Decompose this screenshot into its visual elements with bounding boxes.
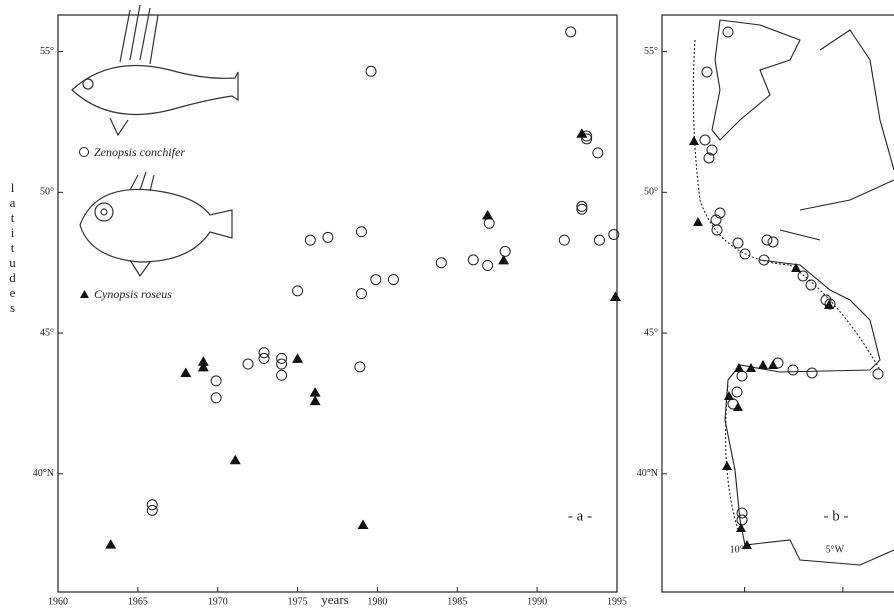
point [258,352,270,364]
point [608,229,620,241]
map-frame [661,14,894,593]
point [105,539,117,549]
point [309,387,321,397]
point [210,392,222,404]
point [210,375,222,387]
x-tick-label: 10° [730,544,744,555]
point [197,356,209,366]
point [276,352,288,364]
point [435,257,447,269]
fish-zenopsis [71,4,239,137]
point [180,367,192,377]
point [565,26,577,38]
point [576,128,588,138]
point [576,203,588,215]
x-tick-label: 1965 [128,596,148,607]
point [482,209,494,220]
point [146,504,158,516]
point [576,200,588,212]
y-tick-label: 50° [644,187,658,198]
point [482,260,494,272]
map-markers [689,136,834,549]
x-tick-label: 1995 [607,596,627,607]
x-tick-label: 1970 [208,596,228,607]
point [467,254,479,266]
point [387,274,399,286]
point [309,395,321,406]
y-tick-label: 40°N [637,468,658,479]
point [355,288,367,300]
point [593,234,605,246]
map-markers [699,26,884,526]
point [276,369,288,381]
legend-marker [79,147,89,157]
point [355,226,367,238]
point [258,347,270,359]
legend-marker [80,290,89,298]
point [499,245,511,257]
point [276,358,288,370]
y-tick-label: 40°N [33,468,54,479]
point [292,285,304,297]
point [197,361,209,372]
x-tick-label: 1980 [367,596,387,607]
legend-label: Zenopsis conchifer [94,145,185,159]
y-axis-label: latitudes [5,180,20,315]
legend-label: Cynopsis roseus [94,287,172,301]
point [304,234,316,246]
panel-label: - a - [568,508,592,524]
point [365,65,377,77]
x-axis-label: years [321,592,348,607]
x-tick-label: 1975 [288,596,308,607]
point [558,234,570,246]
point [292,353,304,363]
y-tick-label: 55° [644,46,658,57]
fish-cynopsis [79,171,233,278]
point [354,361,366,373]
y-tick-label: 55° [40,46,54,57]
x-tick-label: 1985 [447,596,467,607]
y-tick-label: 45° [644,327,658,338]
x-tick-label: 1960 [48,596,68,607]
point [370,274,382,286]
panel-label: - b - [824,508,849,524]
y-tick-label: 50° [40,187,54,198]
point [229,454,241,465]
y-tick-label: 45° [40,327,54,338]
plot-frame [57,14,618,593]
point [592,147,604,159]
point [483,217,495,229]
point [357,519,369,529]
point [322,231,334,243]
x-tick-label: 1990 [527,596,547,607]
coastline [692,19,894,566]
point [146,499,158,511]
point [581,133,593,145]
point [242,358,254,370]
point [609,291,621,301]
point [498,254,510,265]
x-tick-label: 5°W [826,544,845,555]
